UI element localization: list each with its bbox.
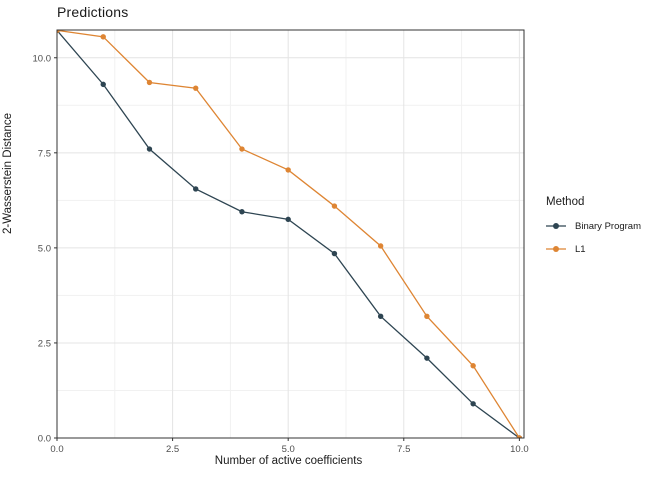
data-point-binary-program: [470, 401, 476, 407]
legend-label-l1: L1: [575, 243, 586, 255]
x-axis-title: Number of active coefficients: [214, 455, 363, 467]
data-point-l1: [57, 30, 60, 34]
legend-glyph-binary-program: [546, 223, 566, 229]
data-point-binary-program: [193, 186, 199, 192]
data-point-l1: [239, 146, 245, 152]
data-point-binary-program: [377, 313, 384, 320]
series-binary-program: [57, 30, 523, 438]
legend-title: Method: [546, 196, 585, 208]
x-tick-label: 5.0: [282, 444, 295, 455]
legend-glyph-l1: [546, 246, 566, 252]
legend: Method Binary Program L1: [546, 196, 641, 266]
chart-title: Predictions: [57, 4, 129, 20]
x-tick-label: 7.5: [397, 444, 410, 455]
legend-label-binary-program: Binary Program: [575, 220, 641, 232]
series-l1: [57, 30, 523, 438]
y-tick-label: 7.5: [38, 148, 51, 159]
x-tick-label: 2.5: [166, 444, 179, 455]
y-tick-label: 2.5: [38, 338, 51, 349]
data-point-binary-program: [285, 216, 291, 223]
data-point-l1: [377, 243, 384, 249]
data-point-binary-program: [331, 250, 338, 257]
data-point-l1: [193, 85, 199, 91]
y-tick-label: 5.0: [38, 243, 51, 254]
y-tick-label: 0.0: [38, 434, 51, 445]
data-point-l1: [331, 203, 338, 209]
data-point-l1: [424, 313, 430, 320]
legend-item-binary-program: Binary Program: [546, 220, 641, 232]
data-point-binary-program: [239, 209, 245, 215]
series-group: [57, 30, 523, 438]
data-point-binary-program: [424, 355, 430, 361]
x-tick-label: 10.0: [510, 444, 529, 455]
panel-border: [56, 29, 525, 439]
x-tick-label: 0.0: [50, 444, 63, 455]
data-point-l1: [285, 167, 291, 173]
data-point-l1: [470, 363, 476, 369]
plot-panel: [57, 30, 524, 438]
data-point-l1: [516, 435, 523, 438]
data-point-binary-program: [146, 146, 153, 152]
legend-item-l1: L1: [546, 243, 641, 255]
data-point-l1: [146, 79, 153, 86]
y-tick-label: 10.0: [33, 53, 52, 64]
data-point-l1: [100, 34, 106, 40]
data-point-binary-program: [100, 81, 106, 88]
